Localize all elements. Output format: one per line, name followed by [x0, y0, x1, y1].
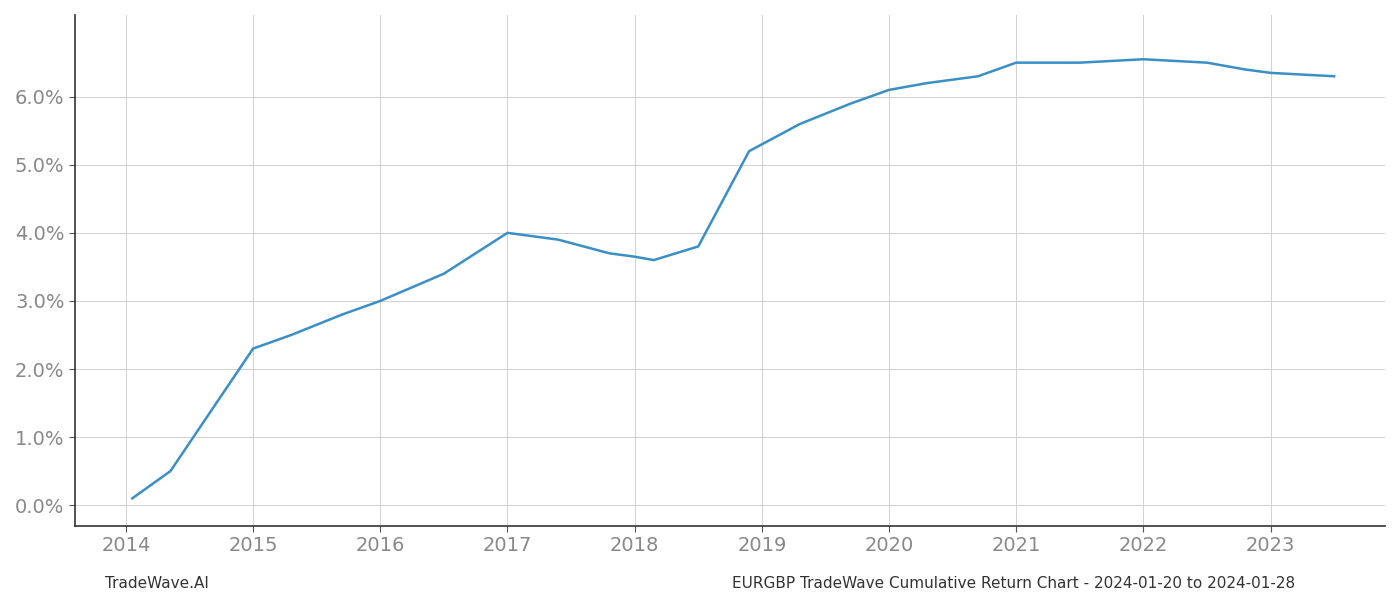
Text: EURGBP TradeWave Cumulative Return Chart - 2024-01-20 to 2024-01-28: EURGBP TradeWave Cumulative Return Chart… — [732, 576, 1295, 591]
Text: TradeWave.AI: TradeWave.AI — [105, 576, 209, 591]
